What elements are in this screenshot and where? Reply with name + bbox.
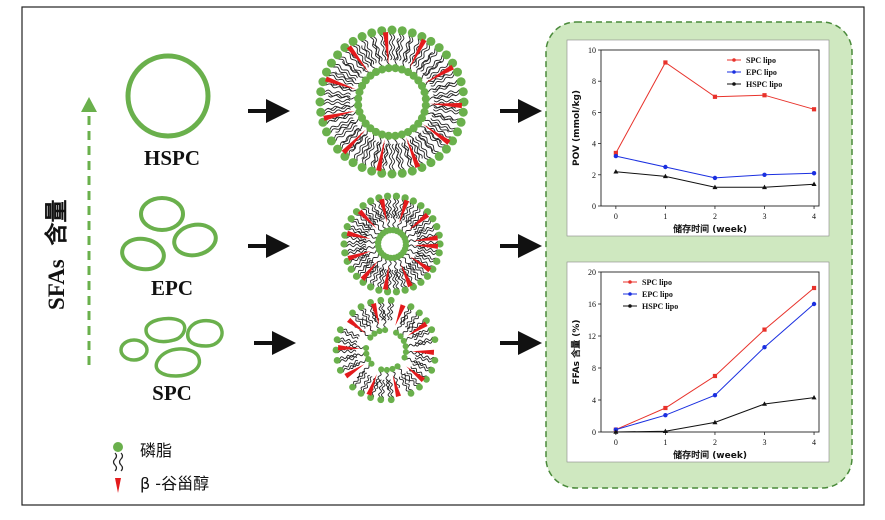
data-point bbox=[762, 401, 767, 406]
epc-vesicles bbox=[120, 196, 218, 272]
data-point bbox=[762, 93, 767, 98]
pov-chart: 0 1 2 3 4 0 2 4 6 8 10 储存时间 (week) POV (mmol/kg) SPC … bbox=[566, 39, 830, 237]
x-axis-label: 储存时间 (week) bbox=[673, 449, 747, 461]
legend: 磷脂 β -谷甾醇 bbox=[112, 441, 209, 493]
y-axis-label: FFAs 含量 (%) bbox=[570, 319, 582, 384]
data-point bbox=[712, 94, 718, 99]
sfas-label-latin: SFAs bbox=[44, 259, 69, 310]
legend-label: HSPC lipo bbox=[642, 302, 678, 311]
y-tick-label: 0 bbox=[592, 202, 596, 211]
data-point bbox=[762, 327, 767, 332]
data-point bbox=[762, 345, 767, 350]
x-tick-label: 0 bbox=[614, 212, 618, 221]
y-tick-label: 16 bbox=[588, 300, 596, 309]
x-tick-label: 3 bbox=[763, 212, 767, 221]
data-point bbox=[811, 171, 817, 176]
y-tick-label: 2 bbox=[592, 171, 596, 180]
legend-marker bbox=[732, 82, 736, 86]
hspc-liposome bbox=[315, 25, 469, 179]
data-point bbox=[811, 395, 817, 400]
y-tick-label: 8 bbox=[592, 364, 596, 373]
legend-marker bbox=[628, 292, 632, 296]
sfas-axis-label: SFAs 含量 bbox=[43, 200, 70, 310]
spc-label: SPC bbox=[152, 381, 192, 405]
data-point bbox=[811, 285, 817, 291]
x-axis-label: 储存时间 (week) bbox=[673, 223, 747, 235]
data-point bbox=[613, 150, 618, 156]
data-point bbox=[613, 429, 619, 434]
x-tick-label: 4 bbox=[812, 212, 816, 221]
data-point bbox=[811, 301, 817, 307]
y-tick-label: 12 bbox=[588, 332, 596, 341]
y-axis-label: POV (mmol/kg) bbox=[572, 90, 582, 166]
y-tick-label: 4 bbox=[592, 140, 596, 149]
x-tick-label: 3 bbox=[763, 438, 767, 447]
x-tick-label: 2 bbox=[713, 438, 717, 447]
sfas-trend-arrow bbox=[81, 97, 97, 365]
y-tick-label: 0 bbox=[592, 428, 596, 437]
x-tick-label: 0 bbox=[614, 438, 618, 447]
legend-marker bbox=[732, 58, 736, 62]
data-point bbox=[712, 419, 718, 425]
data-point bbox=[762, 184, 767, 190]
y-tick-label: 6 bbox=[592, 108, 596, 117]
y-tick-label: 10 bbox=[588, 46, 596, 55]
y-tick-label: 20 bbox=[588, 268, 596, 277]
spc-liposome bbox=[332, 296, 439, 404]
data-point bbox=[811, 181, 817, 186]
x-tick-label: 1 bbox=[663, 212, 667, 221]
legend-label: SPC lipo bbox=[746, 56, 776, 65]
legend-sitosterol-label: β -谷甾醇 bbox=[140, 474, 209, 493]
legend-label: HSPC lipo bbox=[746, 80, 782, 89]
data-point bbox=[712, 393, 718, 398]
data-point bbox=[712, 175, 718, 181]
epc-label: EPC bbox=[151, 276, 193, 300]
data-point bbox=[613, 153, 619, 159]
arrows-to-liposomes bbox=[248, 99, 296, 355]
data-point bbox=[663, 405, 668, 411]
epc-liposome bbox=[340, 192, 444, 296]
data-point bbox=[712, 184, 718, 190]
phospholipid-head-icon bbox=[113, 442, 123, 452]
legend-phospholipid-label: 磷脂 bbox=[140, 441, 172, 460]
legend-label: SPC lipo bbox=[642, 278, 672, 287]
legend-label: EPC lipo bbox=[746, 68, 777, 77]
data-point bbox=[811, 107, 817, 112]
y-tick-label: 8 bbox=[592, 77, 596, 86]
data-point bbox=[663, 60, 668, 65]
y-tick-label: 4 bbox=[592, 396, 596, 405]
data-point bbox=[663, 413, 668, 418]
data-point bbox=[762, 172, 767, 177]
data-point bbox=[613, 169, 619, 174]
spc-vesicles bbox=[119, 316, 224, 378]
data-point bbox=[662, 428, 668, 433]
legend-label: EPC lipo bbox=[642, 290, 673, 299]
phospholipid-tail-icon bbox=[112, 452, 124, 472]
legend-marker bbox=[732, 70, 736, 74]
data-point bbox=[663, 164, 668, 170]
legend-marker bbox=[628, 280, 632, 284]
sitosterol-icon bbox=[115, 478, 121, 493]
arrows-to-charts bbox=[500, 99, 542, 355]
hspc-label: HSPC bbox=[144, 146, 200, 170]
x-tick-label: 1 bbox=[663, 438, 667, 447]
x-tick-label: 4 bbox=[812, 438, 816, 447]
data-point bbox=[662, 173, 668, 179]
legend-marker bbox=[628, 304, 632, 308]
x-tick-label: 2 bbox=[713, 212, 717, 221]
sfas-label-cjk: 含量 bbox=[43, 200, 70, 246]
figure-frame bbox=[21, 6, 865, 506]
hspc-vesicle bbox=[125, 53, 211, 139]
data-point bbox=[712, 373, 718, 379]
